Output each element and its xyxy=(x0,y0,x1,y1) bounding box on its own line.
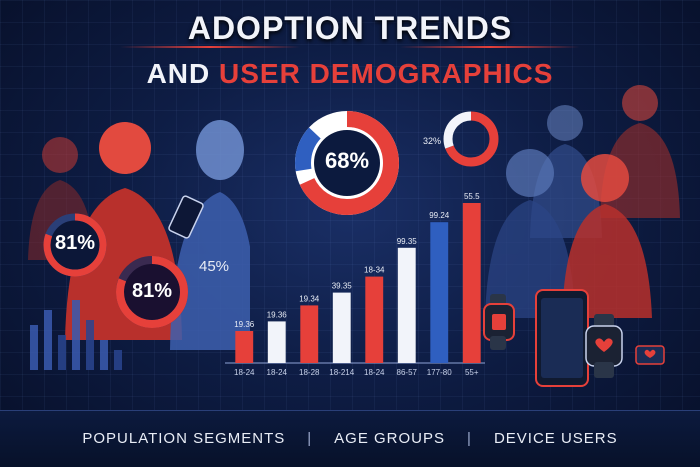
bar xyxy=(397,247,416,363)
bar xyxy=(462,203,481,363)
small-percent-label: 45% xyxy=(199,258,230,275)
right-people-illustration xyxy=(485,85,680,318)
smartwatch-icon xyxy=(483,294,515,350)
big-donut-label: 68% xyxy=(324,148,370,173)
category-label: 18-24 xyxy=(267,368,288,377)
bar-value-label: 18-34 xyxy=(364,266,385,275)
tiny-percent-label: 32% xyxy=(423,136,442,146)
bar-value-label: 19.36 xyxy=(267,310,288,319)
category-label: 55+ xyxy=(465,368,479,377)
category-label: 177-80 xyxy=(427,368,452,377)
footer-item-device-users: DEVICE USERS xyxy=(493,430,618,447)
bar xyxy=(267,321,286,363)
category-label: 86-57 xyxy=(397,368,418,377)
person-silhouette-icon xyxy=(485,149,575,318)
heart-icon xyxy=(595,338,613,352)
bar xyxy=(235,331,254,363)
bar-chart: 19.36 18-24 19.36 18-24 19.34 18-28 39.35 18-21… xyxy=(225,192,485,377)
bar xyxy=(300,305,319,363)
footer-separator: | xyxy=(307,430,313,447)
big-donut-chart xyxy=(295,111,399,215)
category-label: 18-24 xyxy=(234,368,255,377)
smartphone-icon xyxy=(168,195,204,239)
smartphone-icon xyxy=(535,289,589,387)
footer-item-age-groups: AGE GROUPS xyxy=(334,430,446,447)
footer-bar xyxy=(0,410,700,467)
bar xyxy=(430,222,449,363)
bar-value-label: 99.24 xyxy=(429,211,450,220)
bar xyxy=(365,276,384,363)
smartwatch-icon xyxy=(585,314,623,378)
bar-value-label: 55.5 xyxy=(464,192,480,201)
devices-illustration xyxy=(483,289,665,387)
bar-value-label: 39.35 xyxy=(332,282,353,291)
left-people-illustration xyxy=(28,120,250,370)
heart-icon xyxy=(635,345,665,365)
donut-chart-icon xyxy=(443,111,499,167)
bar-value-label: 99.35 xyxy=(397,237,418,246)
title-line-1: ADOPTION TRENDS xyxy=(187,10,513,46)
bar-value-label: 19.34 xyxy=(299,294,320,303)
footer-separator: | xyxy=(467,430,472,447)
bar xyxy=(332,292,351,363)
bar-value-label: 19.36 xyxy=(234,320,255,329)
person-silhouette-icon xyxy=(562,154,652,318)
footer-labels: POPULATION SEGMENTS | AGE GROUPS | DEVIC… xyxy=(0,430,700,447)
category-label: 18-24 xyxy=(364,368,385,377)
title-line-2-prefix: AND xyxy=(146,58,220,89)
category-label: 18-28 xyxy=(299,368,320,377)
left-bars xyxy=(30,300,122,370)
category-label: 18-214 xyxy=(329,368,354,377)
title-divider-left xyxy=(120,46,300,48)
left-ring-chart xyxy=(43,213,107,277)
title-line-2-highlight: USER DEMOGRAPHICS xyxy=(219,58,554,89)
left-ring-label: 81% xyxy=(54,232,96,254)
mid-ring-label: 81% xyxy=(131,280,173,302)
title-divider-right xyxy=(400,46,580,48)
mid-ring-chart xyxy=(116,256,188,328)
title-line-2: AND USER DEMOGRAPHICS xyxy=(0,58,700,90)
footer-item-population: POPULATION SEGMENTS xyxy=(82,430,286,447)
